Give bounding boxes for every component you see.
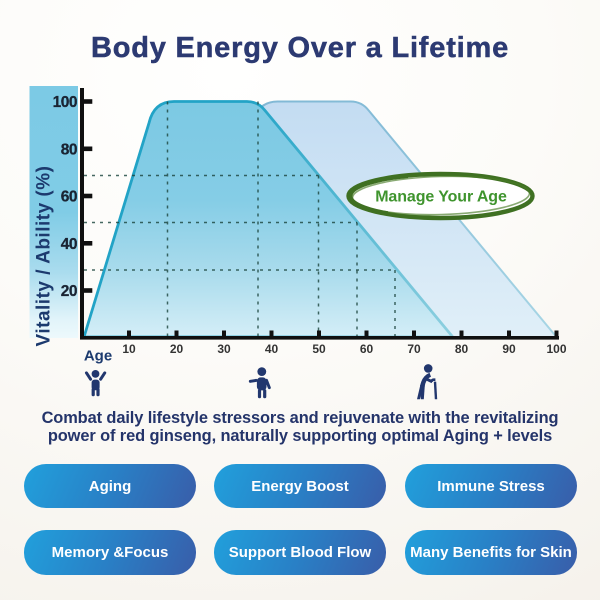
svg-text:90: 90 [502,342,516,356]
svg-text:40: 40 [61,236,77,253]
svg-text:80: 80 [455,342,469,356]
svg-text:20: 20 [170,342,184,356]
svg-text:100: 100 [546,342,566,356]
svg-text:60: 60 [61,189,77,206]
svg-text:10: 10 [122,342,136,356]
svg-text:80: 80 [61,141,77,158]
svg-text:70: 70 [407,342,421,356]
svg-text:60: 60 [360,342,374,356]
svg-text:30: 30 [217,342,231,356]
svg-text:Age: Age [84,348,112,365]
svg-text:Vitality / Ability (%): Vitality / Ability (%) [34,166,55,347]
svg-text:40: 40 [265,342,279,356]
svg-text:Manage Your Age: Manage Your Age [375,189,507,206]
svg-text:20: 20 [61,283,77,300]
svg-text:50: 50 [312,342,326,356]
svg-text:100: 100 [53,94,77,111]
